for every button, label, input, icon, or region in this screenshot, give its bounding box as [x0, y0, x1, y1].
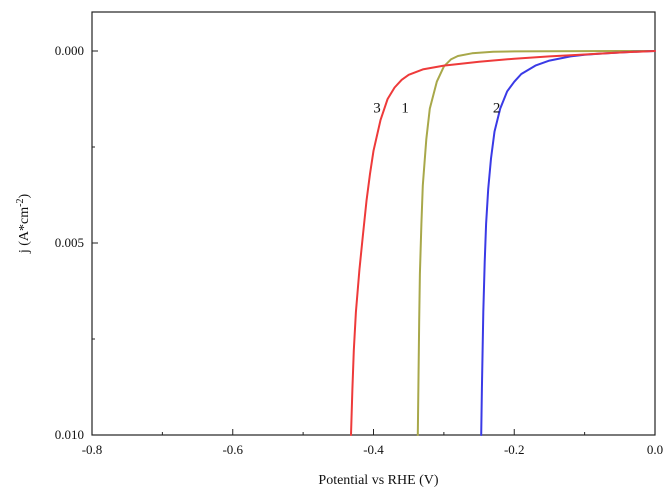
- x-tick-label: -0.4: [363, 442, 384, 457]
- x-axis-title: Potential vs RHE (V): [318, 473, 438, 488]
- y-axis-title-superscript: -2: [15, 199, 26, 207]
- y-axis-title-close: ): [17, 194, 32, 199]
- y-tick-label: 0.010: [55, 427, 84, 442]
- series-line-1: [416, 50, 656, 436]
- curve-label-2: 2: [493, 100, 501, 116]
- y-axis-title-main: j (A*cm: [17, 207, 32, 254]
- series-line-3: [350, 50, 656, 436]
- x-tick-label: -0.2: [504, 442, 525, 457]
- x-tick-label: 0.0: [647, 442, 663, 457]
- y-axis-title: j (A*cm-2): [15, 194, 32, 255]
- series-line-2: [480, 50, 656, 436]
- y-tick-label: 0.005: [55, 235, 84, 250]
- curve-annotations: 3 1 2: [373, 100, 500, 116]
- curve-label-3: 3: [373, 100, 381, 116]
- y-tick-label: 0.000: [55, 43, 84, 58]
- series-lines: [350, 50, 656, 436]
- curve-label-1: 1: [401, 100, 409, 116]
- x-axis-ticks: -0.8 -0.6 -0.4 -0.2 0.0: [82, 429, 663, 457]
- x-tick-label: -0.8: [82, 442, 103, 457]
- x-tick-label: -0.6: [222, 442, 243, 457]
- plot-frame: [91, 11, 656, 436]
- y-axis-ticks: 0.000 0.005 0.010: [55, 43, 98, 442]
